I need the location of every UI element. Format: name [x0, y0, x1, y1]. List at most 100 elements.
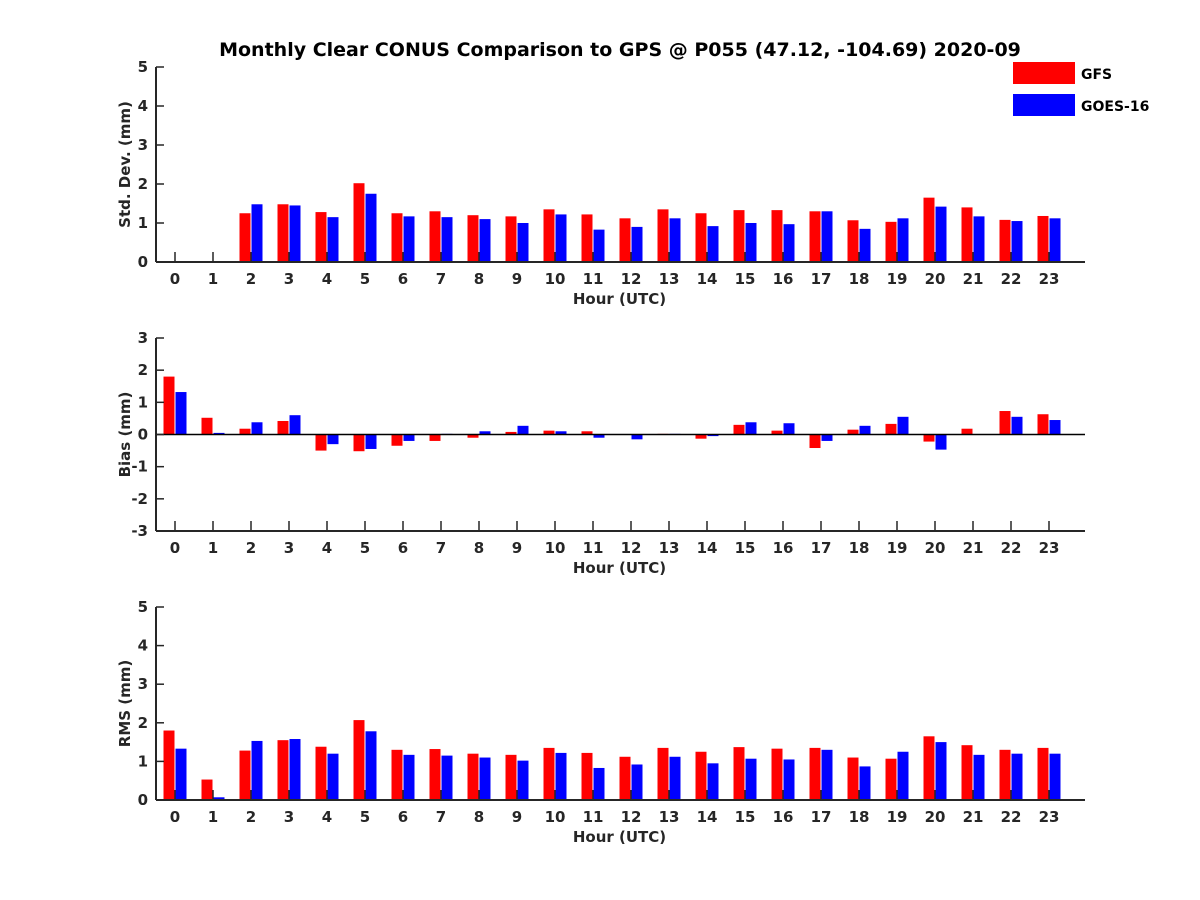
- bar-std-dev-gfs-2: [239, 213, 251, 262]
- bar-rms-goes16-0: [175, 748, 187, 800]
- x-tick-label-std-dev: 13: [659, 270, 680, 288]
- x-tick-label-rms: 19: [887, 808, 908, 826]
- y-tick-label-rms: 2: [138, 714, 148, 732]
- bar-bias-goes16-19: [897, 416, 909, 435]
- bar-bias-gfs-4: [315, 434, 327, 451]
- bar-bias-gfs-15: [733, 424, 745, 435]
- bar-rms-gfs-0: [163, 730, 175, 800]
- bar-rms-gfs-14: [695, 751, 707, 800]
- x-tick-label-std-dev: 4: [322, 270, 332, 288]
- x-tick-label-bias: 22: [1001, 539, 1022, 557]
- bar-rms-goes16-7: [441, 755, 453, 800]
- bar-std-dev-gfs-18: [847, 220, 859, 262]
- bar-bias-goes16-15: [745, 422, 757, 435]
- x-tick-label-rms: 15: [735, 808, 756, 826]
- bar-bias-goes16-14: [707, 434, 719, 437]
- bar-bias-goes16-12: [631, 434, 643, 440]
- bar-bias-gfs-18: [847, 429, 859, 435]
- bar-std-dev-gfs-20: [923, 197, 935, 262]
- bar-bias-goes16-17: [821, 434, 833, 441]
- bar-std-dev-goes16-22: [1011, 221, 1023, 262]
- bar-bias-gfs-20: [923, 434, 935, 442]
- bar-bias-goes16-3: [289, 415, 301, 435]
- bar-bias-goes16-0: [175, 392, 187, 435]
- bar-bias-gfs-0: [163, 376, 175, 435]
- x-tick-label-bias: 20: [925, 539, 946, 557]
- bar-rms-goes16-23: [1049, 753, 1061, 800]
- bar-std-dev-goes16-9: [517, 223, 529, 262]
- x-tick-label-std-dev: 11: [583, 270, 604, 288]
- bar-rms-gfs-8: [467, 753, 479, 800]
- x-tick-label-bias: 14: [697, 539, 718, 557]
- bar-rms-goes16-22: [1011, 753, 1023, 800]
- x-tick-label-std-dev: 15: [735, 270, 756, 288]
- bar-rms-gfs-21: [961, 745, 973, 800]
- y-tick-label-rms: 0: [138, 791, 148, 809]
- bar-std-dev-gfs-23: [1037, 215, 1049, 262]
- bar-rms-goes16-6: [403, 754, 415, 800]
- bar-std-dev-goes16-21: [973, 216, 985, 262]
- bar-bias-gfs-7: [429, 434, 441, 441]
- bar-std-dev-goes16-16: [783, 224, 795, 262]
- x-tick-label-std-dev: 20: [925, 270, 946, 288]
- x-tick-label-bias: 7: [436, 539, 446, 557]
- bar-std-dev-gfs-7: [429, 211, 441, 262]
- y-tick-label-std-dev: 0: [138, 253, 148, 271]
- x-tick-label-bias: 18: [849, 539, 870, 557]
- bar-std-dev-goes16-23: [1049, 218, 1061, 262]
- bar-bias-goes16-1: [213, 432, 225, 435]
- bar-bias-gfs-21: [961, 428, 973, 435]
- x-tick-label-rms: 21: [963, 808, 984, 826]
- bar-bias-gfs-19: [885, 423, 897, 435]
- bar-rms-gfs-12: [619, 756, 631, 800]
- x-tick-label-bias: 10: [545, 539, 566, 557]
- bar-std-dev-gfs-22: [999, 219, 1011, 262]
- bar-bias-gfs-16: [771, 430, 783, 435]
- bar-rms-gfs-2: [239, 750, 251, 800]
- bar-std-dev-gfs-19: [885, 221, 897, 262]
- bar-std-dev-goes16-20: [935, 206, 947, 262]
- x-tick-label-bias: 17: [811, 539, 832, 557]
- bar-rms-gfs-9: [505, 754, 517, 800]
- bar-rms-gfs-20: [923, 736, 935, 800]
- bar-std-dev-gfs-13: [657, 209, 669, 262]
- x-tick-label-bias: 23: [1039, 539, 1060, 557]
- bar-std-dev-goes16-15: [745, 223, 757, 262]
- x-tick-label-std-dev: 19: [887, 270, 908, 288]
- bar-std-dev-goes16-17: [821, 211, 833, 262]
- bar-std-dev-goes16-4: [327, 217, 339, 262]
- bar-rms-gfs-22: [999, 749, 1011, 800]
- bar-bias-gfs-1: [201, 417, 213, 435]
- x-tick-label-rms: 14: [697, 808, 718, 826]
- bar-rms-goes16-19: [897, 751, 909, 800]
- bar-bias-goes16-20: [935, 434, 947, 450]
- bar-rms-gfs-1: [201, 779, 213, 800]
- bar-bias-goes16-9: [517, 425, 529, 435]
- bar-std-dev-goes16-11: [593, 229, 605, 262]
- bar-bias-gfs-10: [543, 430, 555, 435]
- bar-std-dev-gfs-21: [961, 207, 973, 262]
- x-tick-label-bias: 16: [773, 539, 794, 557]
- x-tick-label-std-dev: 6: [398, 270, 408, 288]
- x-tick-label-rms: 22: [1001, 808, 1022, 826]
- x-tick-label-std-dev: 7: [436, 270, 446, 288]
- x-tick-label-std-dev: 8: [474, 270, 484, 288]
- bar-rms-goes16-8: [479, 757, 491, 800]
- x-tick-label-std-dev: 2: [246, 270, 256, 288]
- bar-std-dev-goes16-14: [707, 226, 719, 262]
- bar-std-dev-goes16-8: [479, 219, 491, 262]
- x-tick-label-std-dev: 18: [849, 270, 870, 288]
- legend-swatch-goes16: [1013, 94, 1075, 116]
- x-tick-label-rms: 6: [398, 808, 408, 826]
- x-tick-label-rms: 2: [246, 808, 256, 826]
- bar-rms-goes16-5: [365, 731, 377, 800]
- x-tick-label-rms: 8: [474, 808, 484, 826]
- y-tick-label-bias: 2: [138, 361, 148, 379]
- bar-bias-gfs-9: [505, 431, 517, 435]
- bar-bias-gfs-2: [239, 428, 251, 435]
- x-tick-label-rms: 5: [360, 808, 370, 826]
- bar-rms-gfs-6: [391, 749, 403, 800]
- legend: GFS GOES-16: [1013, 62, 1149, 116]
- bar-bias-goes16-4: [327, 434, 339, 445]
- y-axis-label-bias: Bias (mm): [116, 392, 134, 478]
